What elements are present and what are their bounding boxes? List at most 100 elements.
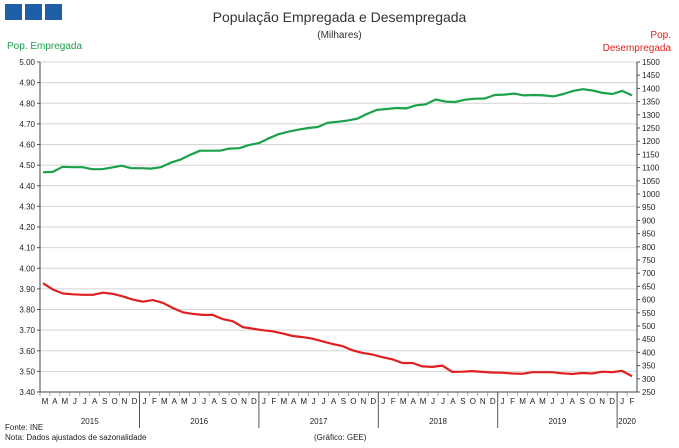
chart-credit: (Gráfico: GEE) — [314, 433, 367, 442]
series-line-employed — [42, 88, 633, 174]
right-tick-label: 600 — [642, 296, 656, 305]
month-label: S — [341, 397, 346, 406]
month-label: J — [202, 397, 206, 406]
month-label: N — [360, 397, 366, 406]
logo-square — [5, 4, 22, 20]
source-note: Fonte: INE — [5, 423, 44, 432]
left-tick-label: 4.40 — [19, 182, 35, 191]
right-tick-label: 1250 — [642, 124, 660, 133]
chart-title: População Empregada e Desempregada — [212, 9, 467, 25]
month-label: M — [420, 397, 427, 406]
right-tick-label: 250 — [642, 388, 656, 397]
series-line-unemployed — [42, 282, 633, 378]
month-label: O — [231, 397, 237, 406]
month-label: J — [322, 397, 326, 406]
left-tick-label: 4.60 — [19, 141, 35, 150]
month-label: D — [370, 397, 376, 406]
logo-square — [25, 4, 42, 20]
year-label: 2017 — [310, 417, 328, 426]
right-tick-label: 300 — [642, 375, 656, 384]
month-label: S — [460, 397, 465, 406]
left-tick-label: 3.80 — [19, 306, 35, 315]
right-tick-label: 1450 — [642, 71, 660, 80]
right-tick-label: 350 — [642, 362, 656, 371]
right-tick-label: 850 — [642, 230, 656, 239]
left-tick-label: 4.50 — [19, 161, 35, 170]
month-label: F — [510, 397, 515, 406]
right-tick-label: 800 — [642, 243, 656, 252]
month-label: F — [271, 397, 276, 406]
right-tick-label: 700 — [642, 269, 656, 278]
month-label: J — [142, 397, 146, 406]
right-tick-label: 750 — [642, 256, 656, 265]
left-tick-label: 4.30 — [19, 202, 35, 211]
right-tick-label: 1000 — [642, 190, 660, 199]
footnote: Nota: Dados ajustados de sazonalidade — [5, 433, 147, 442]
year-label: 2019 — [549, 417, 567, 426]
year-label: 2015 — [81, 417, 99, 426]
right-tick-label: 650 — [642, 282, 656, 291]
month-label: A — [291, 397, 297, 406]
left-axis-label: Pop. Empregada — [7, 41, 83, 52]
month-label: D — [609, 397, 615, 406]
left-tick-label: 4.90 — [19, 79, 35, 88]
month-label: A — [570, 397, 576, 406]
month-label: A — [450, 397, 456, 406]
month-label: M — [300, 397, 307, 406]
month-label: S — [580, 397, 585, 406]
left-tick-label: 4.70 — [19, 120, 35, 129]
month-label: A — [52, 397, 58, 406]
month-label: O — [470, 397, 476, 406]
month-label: J — [550, 397, 554, 406]
month-label: A — [410, 397, 416, 406]
right-axis-label: Pop. Desempregada — [603, 29, 671, 55]
right-axis-label-line2: Desempregada — [602, 43, 671, 54]
month-label: M — [519, 397, 526, 406]
month-label: J — [262, 397, 266, 406]
right-tick-label: 550 — [642, 309, 656, 318]
right-tick-label: 1100 — [642, 164, 660, 173]
right-tick-label: 1050 — [642, 177, 660, 186]
month-label: A — [331, 397, 337, 406]
month-label: N — [480, 397, 486, 406]
month-label: J — [620, 397, 624, 406]
right-axis-label-line1: Pop. — [650, 30, 671, 41]
month-label: J — [560, 397, 564, 406]
right-tick-label: 1350 — [642, 98, 660, 107]
month-label: F — [391, 397, 396, 406]
month-label: D — [490, 397, 496, 406]
month-label: A — [172, 397, 178, 406]
left-tick-label: 4.20 — [19, 223, 35, 232]
right-tick-label: 950 — [642, 203, 656, 212]
month-label: J — [312, 397, 316, 406]
month-label: N — [599, 397, 605, 406]
month-label: A — [211, 397, 217, 406]
month-label: M — [42, 397, 49, 406]
left-tick-label: 4.00 — [19, 264, 35, 273]
month-label: S — [221, 397, 226, 406]
left-tick-label: 5.00 — [19, 58, 35, 67]
left-tick-label: 3.50 — [19, 367, 35, 376]
month-label: O — [589, 397, 595, 406]
month-label: J — [83, 397, 87, 406]
month-label: J — [381, 397, 385, 406]
month-label: D — [251, 397, 257, 406]
right-tick-label: 900 — [642, 216, 656, 225]
left-tick-label: 4.10 — [19, 244, 35, 253]
logo-square — [45, 4, 62, 20]
right-tick-label: 1400 — [642, 84, 660, 93]
left-tick-label: 3.90 — [19, 285, 35, 294]
right-tick-label: 450 — [642, 335, 656, 344]
month-label: D — [132, 397, 138, 406]
left-tick-label: 3.60 — [19, 347, 35, 356]
right-tick-label: 400 — [642, 348, 656, 357]
month-label: N — [241, 397, 247, 406]
right-tick-label: 1200 — [642, 137, 660, 146]
month-label: J — [441, 397, 445, 406]
left-tick-label: 4.80 — [19, 99, 35, 108]
month-label: M — [181, 397, 188, 406]
month-label: M — [161, 397, 168, 406]
left-tick-label: 3.70 — [19, 326, 35, 335]
right-tick-label: 1150 — [642, 150, 660, 159]
